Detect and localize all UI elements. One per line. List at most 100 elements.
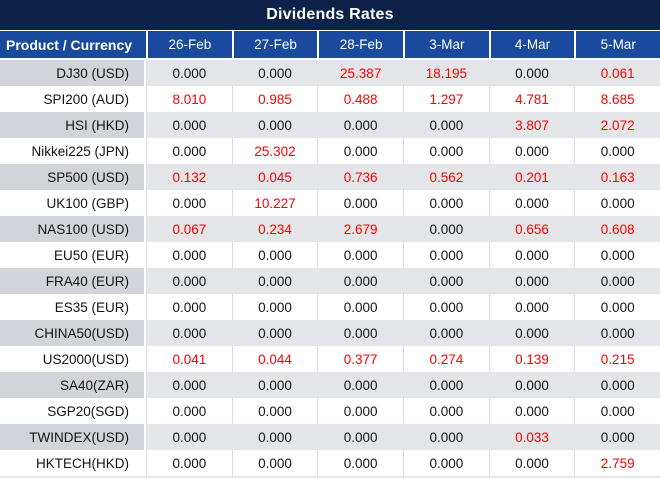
column-header-date-4: 3-Mar: [403, 31, 489, 58]
dividend-value: 0.000: [488, 138, 575, 164]
dividend-value: 0.000: [403, 450, 489, 476]
dividend-value: 0.000: [488, 242, 575, 268]
product-label: TWINDEX(USD): [0, 424, 146, 450]
dividend-value: 0.033: [488, 424, 575, 450]
dividend-value: 0.041: [146, 346, 232, 372]
dividend-value: 0.000: [231, 294, 318, 320]
table-row: HSI (HKD) 0.000 0.000 0.000 0.000 3.807 2.072: [0, 112, 660, 138]
dividend-value: 0.000: [403, 138, 489, 164]
table-row: DJ30 (USD) 0.000 0.000 25.387 18.195 0.000 0.0…: [0, 60, 660, 86]
product-label: SA40(ZAR): [0, 372, 146, 398]
dividend-value: 0.044: [231, 346, 318, 372]
dividend-value: 0.201: [488, 164, 575, 190]
dividend-value: 0.000: [488, 268, 575, 294]
dividend-value: 0.000: [488, 320, 575, 346]
dividend-value: 0.608: [574, 216, 660, 242]
column-header-date-3: 28-Feb: [317, 31, 404, 58]
dividend-value: 0.000: [574, 138, 660, 164]
dividend-value: 0.274: [403, 346, 489, 372]
dividend-value: 0.000: [403, 112, 489, 138]
dividend-value: 0.000: [231, 398, 318, 424]
dividend-value: 1.297: [403, 86, 489, 112]
dividend-value: 0.000: [231, 112, 318, 138]
dividend-value: 8.685: [574, 86, 660, 112]
product-label: HSI (HKD): [0, 112, 146, 138]
dividend-value: 0.000: [574, 294, 660, 320]
product-label: SGP20(SGD): [0, 398, 146, 424]
dividend-value: 0.000: [403, 294, 489, 320]
dividend-value: 0.000: [317, 398, 404, 424]
product-label: DJ30 (USD): [0, 60, 146, 86]
dividend-value: 0.000: [231, 424, 318, 450]
dividend-value: 0.215: [574, 346, 660, 372]
dividend-value: 0.061: [574, 60, 660, 86]
dividend-value: 0.139: [488, 346, 575, 372]
product-label: CHINA50(USD): [0, 320, 146, 346]
dividend-value: 0.000: [146, 190, 232, 216]
table-row: UK100 (GBP) 0.000 10.227 0.000 0.000 0.000 0.0…: [0, 190, 660, 216]
dividend-value: 0.000: [574, 424, 660, 450]
table-row: SGP20(SGD) 0.000 0.000 0.000 0.000 0.000 0.000: [0, 398, 660, 424]
dividend-value: 0.000: [403, 216, 489, 242]
product-label: SP500 (USD): [0, 164, 146, 190]
dividend-value: 0.000: [403, 268, 489, 294]
table-row: EU50 (EUR) 0.000 0.000 0.000 0.000 0.000 0.000: [0, 242, 660, 268]
dividend-value: 0.000: [488, 190, 575, 216]
dividend-value: 0.000: [146, 424, 232, 450]
dividend-value: 0.377: [317, 346, 404, 372]
dividend-value: 0.000: [403, 372, 489, 398]
dividend-value: 0.067: [146, 216, 232, 242]
dividend-value: 0.000: [574, 398, 660, 424]
product-label: HKTECH(HKD): [0, 450, 146, 476]
dividend-value: 0.000: [231, 60, 318, 86]
dividend-value: 0.000: [146, 242, 232, 268]
dividend-value: 18.195: [403, 60, 489, 86]
dividend-value: 0.000: [488, 398, 575, 424]
table-row: SA40(ZAR) 0.000 0.000 0.000 0.000 0.000 0.000: [0, 372, 660, 398]
dividend-value: 0.000: [403, 424, 489, 450]
dividend-value: 0.000: [488, 60, 575, 86]
dividend-value: 25.302: [231, 138, 318, 164]
dividend-value: 25.387: [317, 60, 404, 86]
dividend-value: 0.000: [231, 242, 318, 268]
dividend-value: 0.000: [317, 242, 404, 268]
table-row: Nikkei225 (JPN) 0.000 25.302 0.000 0.000 0.00…: [0, 138, 660, 164]
dividend-value: 0.000: [574, 372, 660, 398]
table-row: ES35 (EUR) 0.000 0.000 0.000 0.000 0.000 0.000: [0, 294, 660, 320]
dividend-value: 0.000: [146, 138, 232, 164]
table-header-row: Product / Currency 26-Feb 27-Feb 28-Feb …: [0, 31, 660, 60]
dividend-value: 10.227: [231, 190, 318, 216]
dividend-value: 0.000: [574, 320, 660, 346]
dividend-value: 0.234: [231, 216, 318, 242]
table-row: TWINDEX(USD) 0.000 0.000 0.000 0.000 0.033 0.0…: [0, 424, 660, 450]
dividend-value: 0.000: [231, 320, 318, 346]
product-label: EU50 (EUR): [0, 242, 146, 268]
table-row: SP500 (USD) 0.132 0.045 0.736 0.562 0.201 0.16…: [0, 164, 660, 190]
dividend-value: 0.736: [317, 164, 404, 190]
dividend-value: 0.045: [231, 164, 318, 190]
dividend-value: 0.000: [488, 294, 575, 320]
dividend-value: 0.000: [146, 372, 232, 398]
dividend-value: 2.072: [574, 112, 660, 138]
dividend-value: 0.132: [146, 164, 232, 190]
table-body: DJ30 (USD) 0.000 0.000 25.387 18.195 0.000 0.0…: [0, 60, 660, 476]
dividend-value: 0.000: [317, 320, 404, 346]
dividend-value: 0.000: [317, 372, 404, 398]
dividend-value: 0.000: [146, 112, 232, 138]
table-row: US2000(USD) 0.041 0.044 0.377 0.274 0.139 0.21…: [0, 346, 660, 372]
product-label: UK100 (GBP): [0, 190, 146, 216]
dividend-value: 0.000: [317, 190, 404, 216]
dividend-value: 0.000: [146, 398, 232, 424]
dividend-value: 0.000: [488, 372, 575, 398]
column-header-date-5: 4-Mar: [488, 31, 575, 58]
dividend-value: 8.010: [146, 86, 232, 112]
dividend-value: 0.000: [403, 398, 489, 424]
dividend-value: 0.000: [317, 450, 404, 476]
dividend-value: 0.000: [403, 320, 489, 346]
dividend-value: 0.000: [317, 138, 404, 164]
table-row: FRA40 (EUR) 0.000 0.000 0.000 0.000 0.000 0.00…: [0, 268, 660, 294]
column-header-date-1: 26-Feb: [146, 31, 232, 58]
table-row: NAS100 (USD) 0.067 0.234 2.679 0.000 0.656 0.6…: [0, 216, 660, 242]
dividend-value: 0.000: [146, 294, 232, 320]
dividend-value: 0.000: [574, 242, 660, 268]
